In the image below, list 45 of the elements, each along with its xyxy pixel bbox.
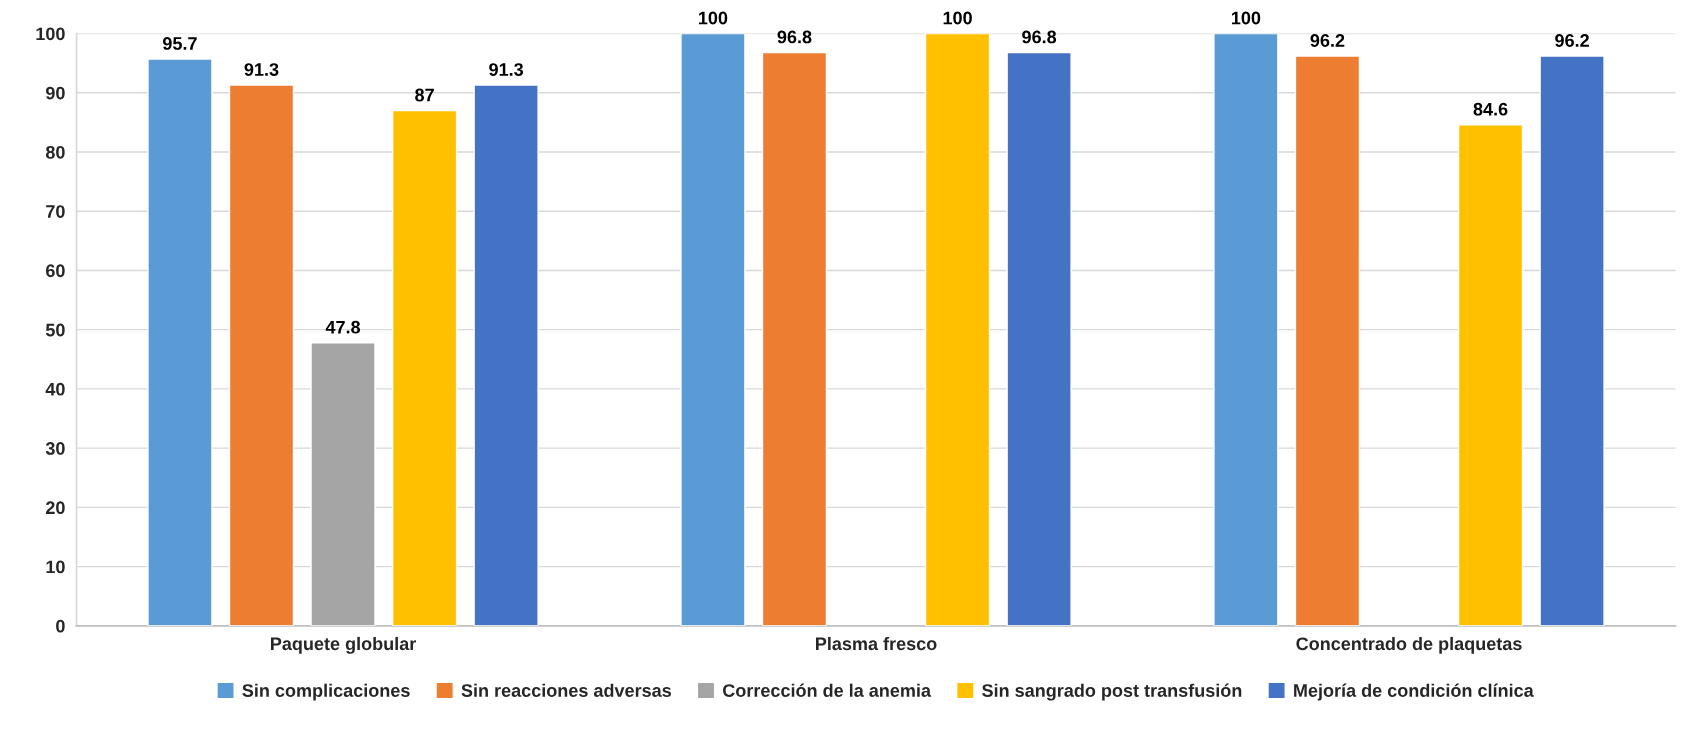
x-tick-label: Concentrado de plaquetas (1296, 636, 1522, 654)
bar (1539, 55, 1605, 626)
data-label: 87 (415, 88, 434, 102)
data-label: 95.7 (163, 37, 197, 50)
data-label: 84.6 (1473, 102, 1508, 116)
bar (473, 84, 539, 626)
legend-label: Sin sangrado post transfusión (982, 683, 1242, 701)
bar (310, 341, 376, 626)
y-tick-label: 70 (46, 205, 65, 218)
bar (391, 109, 458, 626)
bar (147, 58, 213, 626)
bar (924, 33, 991, 626)
x-tick-label: Plasma fresco (816, 636, 937, 651)
data-label: 100 (699, 11, 728, 25)
data-label: 96.8 (1022, 30, 1057, 44)
y-tick-label: 0 (56, 619, 65, 633)
data-label: 91.3 (244, 63, 279, 76)
y-tick-label: 60 (46, 264, 65, 278)
y-tick-label: 20 (45, 501, 65, 515)
data-label: 96.8 (777, 30, 812, 44)
y-tick-label: 90 (45, 86, 65, 100)
data-label: 96.2 (1555, 34, 1589, 47)
y-tick-label: 40 (45, 382, 65, 396)
bar (1457, 124, 1524, 626)
y-tick-label: 80 (45, 145, 65, 159)
bar (1294, 55, 1361, 626)
y-tick-label: 10 (46, 560, 65, 574)
data-label: 100 (1231, 11, 1261, 25)
y-tick-label: 100 (36, 27, 65, 41)
legend-label: Sin reacciones adversas (461, 683, 671, 697)
x-tick-label: Paquete globular (271, 636, 416, 654)
legend-label: Mejoría de condición clínica (1294, 683, 1534, 701)
legend-label: Corrección de la anemia (723, 683, 932, 697)
data-label: 91.3 (489, 63, 524, 76)
bar (761, 51, 828, 626)
y-tick-label: 50 (45, 323, 65, 337)
data-label: 96.2 (1310, 34, 1345, 47)
y-tick-label: 30 (45, 442, 65, 455)
legend-label: Sin complicaciones (242, 683, 410, 701)
bar (1213, 33, 1279, 626)
bar (228, 84, 295, 626)
bar (1006, 51, 1072, 626)
data-label: 47.8 (325, 320, 361, 334)
data-label: 100 (943, 11, 972, 25)
bar (680, 33, 746, 626)
